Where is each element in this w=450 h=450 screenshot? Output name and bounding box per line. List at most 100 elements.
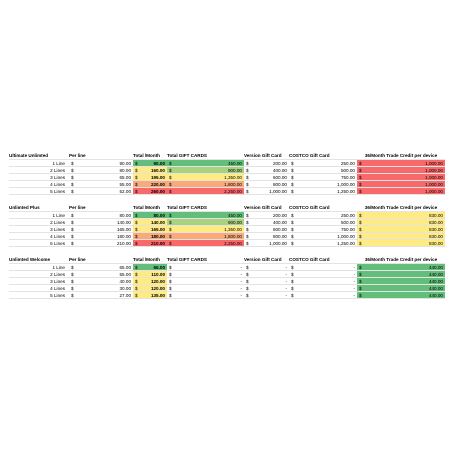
total-gift-cards-cell[interactable]: $1,350.00: [167, 226, 244, 232]
per-line-cell[interactable]: $52.00: [69, 188, 133, 194]
costco-gift-card-cell[interactable]: $1,250.00: [289, 240, 357, 246]
line-count-cell[interactable]: 4 Lines: [50, 234, 65, 239]
line-count-cell[interactable]: 2 Lines: [50, 220, 65, 225]
version-gift-card-cell[interactable]: $1,000.00: [244, 240, 289, 246]
per-line-cell[interactable]: $165.00: [69, 226, 133, 232]
section-title[interactable]: Unlimted Plus: [9, 205, 40, 210]
costco-gift-card-cell[interactable]: $250.00: [289, 212, 357, 218]
version-gift-card-cell[interactable]: $ -: [244, 285, 289, 291]
version-gift-card-cell[interactable]: $ -: [244, 264, 289, 270]
trade-credit-cell[interactable]: $1,000.00: [357, 181, 445, 187]
per-line-cell[interactable]: $27.00: [69, 292, 133, 298]
header-total-month[interactable]: Total /Month: [133, 153, 160, 158]
total-month-cell[interactable]: $165.00: [133, 226, 167, 232]
total-month-cell[interactable]: $260.00: [133, 188, 167, 194]
header-trade-credit[interactable]: 36/Month Trade Credit per device: [364, 205, 438, 210]
total-month-cell[interactable]: $220.00: [133, 181, 167, 187]
header-costco-gift-card[interactable]: COSTCO Gift Card: [289, 205, 330, 210]
per-line-cell[interactable]: $55.00: [69, 181, 133, 187]
total-month-cell[interactable]: $140.00: [133, 219, 167, 225]
version-gift-card-cell[interactable]: $800.00: [244, 233, 289, 239]
per-line-cell[interactable]: $65.00: [69, 174, 133, 180]
total-month-cell[interactable]: $90.00: [133, 160, 167, 166]
trade-credit-cell[interactable]: $1,000.00: [357, 160, 445, 166]
total-gift-cards-cell[interactable]: $1,800.00: [167, 181, 244, 187]
header-total-month[interactable]: Total /Month: [133, 257, 160, 262]
total-month-cell[interactable]: $160.00: [133, 167, 167, 173]
total-month-cell[interactable]: $135.00: [133, 292, 167, 298]
costco-gift-card-cell[interactable]: $1,000.00: [289, 181, 357, 187]
total-gift-cards-cell[interactable]: $ -: [167, 285, 244, 291]
costco-gift-card-cell[interactable]: $ -: [289, 292, 357, 298]
total-month-cell[interactable]: $80.00: [133, 212, 167, 218]
line-count-cell[interactable]: 5 Lines: [50, 189, 65, 194]
line-count-cell[interactable]: 3 Lines: [50, 279, 65, 284]
costco-gift-card-cell[interactable]: $500.00: [289, 219, 357, 225]
total-gift-cards-cell[interactable]: $ -: [167, 278, 244, 284]
version-gift-card-cell[interactable]: $600.00: [244, 226, 289, 232]
trade-credit-cell[interactable]: $440.00: [357, 285, 445, 291]
total-gift-cards-cell[interactable]: $ -: [167, 271, 244, 277]
trade-credit-cell[interactable]: $1,000.00: [357, 188, 445, 194]
total-month-cell[interactable]: $65.00: [133, 264, 167, 270]
total-gift-cards-cell[interactable]: $1,350.00: [167, 174, 244, 180]
trade-credit-cell[interactable]: $440.00: [357, 292, 445, 298]
total-gift-cards-cell[interactable]: $900.00: [167, 167, 244, 173]
total-month-cell[interactable]: $110.00: [133, 271, 167, 277]
total-gift-cards-cell[interactable]: $2,250.00: [167, 188, 244, 194]
trade-credit-cell[interactable]: $830.00: [357, 233, 445, 239]
per-line-cell[interactable]: $90.00: [69, 160, 133, 166]
costco-gift-card-cell[interactable]: $1,250.00: [289, 188, 357, 194]
line-count-cell[interactable]: 4 Lines: [50, 182, 65, 187]
costco-gift-card-cell[interactable]: $1,000.00: [289, 233, 357, 239]
total-month-cell[interactable]: $120.00: [133, 285, 167, 291]
line-count-cell[interactable]: 5 Lines: [50, 293, 65, 298]
version-gift-card-cell[interactable]: $1,000.00: [244, 188, 289, 194]
line-count-cell[interactable]: 3 Lines: [50, 227, 65, 232]
costco-gift-card-cell[interactable]: $250.00: [289, 160, 357, 166]
line-count-cell[interactable]: 3 Lines: [50, 175, 65, 180]
costco-gift-card-cell[interactable]: $500.00: [289, 167, 357, 173]
version-gift-card-cell[interactable]: $600.00: [244, 174, 289, 180]
version-gift-card-cell[interactable]: $400.00: [244, 167, 289, 173]
line-count-cell[interactable]: 2 Lines: [50, 168, 65, 173]
per-line-cell[interactable]: $40.00: [69, 278, 133, 284]
header-per-line[interactable]: Per line: [69, 205, 86, 210]
trade-credit-cell[interactable]: $440.00: [357, 271, 445, 277]
total-month-cell[interactable]: $180.00: [133, 233, 167, 239]
total-gift-cards-cell[interactable]: $450.00: [167, 212, 244, 218]
line-count-cell[interactable]: 1 Line: [52, 161, 65, 166]
trade-credit-cell[interactable]: $830.00: [357, 240, 445, 246]
costco-gift-card-cell[interactable]: $ -: [289, 278, 357, 284]
header-per-line[interactable]: Per line: [69, 257, 86, 262]
line-count-cell[interactable]: 2 Lines: [50, 272, 65, 277]
costco-gift-card-cell[interactable]: $750.00: [289, 226, 357, 232]
header-version-gift-card[interactable]: Version Gift Card: [244, 205, 282, 210]
per-line-cell[interactable]: $140.00: [69, 219, 133, 225]
trade-credit-cell[interactable]: $440.00: [357, 278, 445, 284]
per-line-cell[interactable]: $80.00: [69, 167, 133, 173]
version-gift-card-cell[interactable]: $200.00: [244, 212, 289, 218]
version-gift-card-cell[interactable]: $800.00: [244, 181, 289, 187]
per-line-cell[interactable]: $55.00: [69, 271, 133, 277]
total-gift-cards-cell[interactable]: $900.00: [167, 219, 244, 225]
trade-credit-cell[interactable]: $440.00: [357, 264, 445, 270]
header-version-gift-card[interactable]: Version Gift Card: [244, 257, 282, 262]
section-title[interactable]: Ultimate Unlimted: [9, 153, 49, 158]
costco-gift-card-cell[interactable]: $ -: [289, 271, 357, 277]
per-line-cell[interactable]: $65.00: [69, 264, 133, 270]
version-gift-card-cell[interactable]: $ -: [244, 271, 289, 277]
per-line-cell[interactable]: $30.00: [69, 285, 133, 291]
per-line-cell[interactable]: $210.00: [69, 240, 133, 246]
header-total-gift-cards[interactable]: Total GIFT CARDS: [167, 205, 207, 210]
total-month-cell[interactable]: $120.00: [133, 278, 167, 284]
version-gift-card-cell[interactable]: $200.00: [244, 160, 289, 166]
header-total-month[interactable]: Total /Month: [133, 205, 160, 210]
costco-gift-card-cell[interactable]: $ -: [289, 264, 357, 270]
line-count-cell[interactable]: 1 Line: [52, 265, 65, 270]
total-gift-cards-cell[interactable]: $2,250.00: [167, 240, 244, 246]
trade-credit-cell[interactable]: $1,000.00: [357, 167, 445, 173]
total-gift-cards-cell[interactable]: $450.00: [167, 160, 244, 166]
header-trade-credit[interactable]: 36/Month Trade Credit per device: [364, 257, 438, 262]
total-month-cell[interactable]: $195.00: [133, 174, 167, 180]
